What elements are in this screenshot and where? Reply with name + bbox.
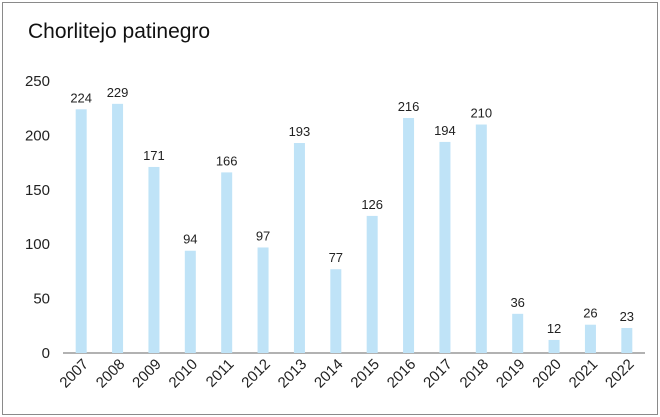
data-label-2020: 12 — [547, 321, 561, 336]
x-tick-label-2020: 2020 — [529, 356, 565, 392]
bar-2009 — [148, 166, 160, 353]
data-label-2017: 194 — [434, 123, 456, 138]
x-tick-label-2008: 2008 — [93, 356, 129, 392]
bars — [75, 103, 633, 354]
y-axis: 0 50 100 150 200 250 — [25, 73, 645, 362]
bar-2014 — [330, 269, 342, 353]
bar-2008 — [112, 103, 124, 354]
x-tick-label-2010: 2010 — [166, 356, 202, 392]
bar-2010 — [184, 250, 196, 353]
data-label-2021: 26 — [583, 306, 597, 321]
data-label-2011: 166 — [216, 153, 238, 168]
bar-2011 — [221, 172, 233, 353]
data-labels: 224 229 171 94 166 97 193 77 126 216 194 210 36 12 26 2… — [70, 85, 634, 336]
data-label-2010: 94 — [183, 232, 197, 247]
data-label-2015: 126 — [361, 197, 383, 212]
y-tick-label: 200 — [25, 127, 50, 144]
bar-2017 — [439, 141, 451, 353]
bar-2012 — [257, 247, 269, 353]
bar-2019 — [512, 313, 524, 353]
x-tick-label-2013: 2013 — [275, 356, 311, 392]
x-axis: 2007 2008 2009 2010 2011 2012 2013 2014 2015 2016… — [56, 356, 637, 392]
data-label-2016: 216 — [398, 99, 420, 114]
x-tick-label-2014: 2014 — [311, 356, 347, 392]
data-label-2007: 224 — [70, 90, 92, 105]
x-tick-label-2022: 2022 — [602, 356, 638, 392]
data-label-2014: 77 — [329, 250, 343, 265]
x-tick-label-2012: 2012 — [238, 356, 274, 392]
x-tick-label-2009: 2009 — [129, 356, 165, 392]
x-tick-label-2017: 2017 — [420, 356, 456, 392]
data-label-2022: 23 — [620, 309, 634, 324]
data-label-2019: 36 — [510, 295, 524, 310]
bar-2007 — [75, 109, 87, 354]
x-tick-label-2015: 2015 — [347, 356, 383, 392]
x-tick-label-2019: 2019 — [493, 356, 529, 392]
data-label-2018: 210 — [470, 106, 492, 121]
bar-2020 — [548, 339, 560, 353]
y-tick-label: 150 — [25, 182, 50, 199]
x-tick-label-2016: 2016 — [384, 356, 420, 392]
x-tick-label-2011: 2011 — [203, 356, 238, 391]
data-label-2009: 171 — [143, 148, 165, 163]
bar-2016 — [403, 117, 415, 353]
bar-2018 — [475, 124, 487, 354]
data-label-2008: 229 — [107, 85, 129, 100]
bar-2022 — [621, 327, 633, 353]
chart-title: Chorlitejo patinegro — [28, 20, 211, 43]
bar-2013 — [293, 143, 305, 353]
y-tick-label: 250 — [25, 73, 50, 90]
y-tick-label: 50 — [33, 291, 50, 308]
data-label-2012: 97 — [256, 228, 270, 243]
y-tick-label: 100 — [25, 236, 50, 253]
data-label-2013: 193 — [289, 124, 311, 139]
bar-2015 — [366, 215, 378, 353]
y-tick-label: 0 — [42, 345, 50, 362]
x-tick-label-2018: 2018 — [457, 356, 493, 392]
bar-2021 — [584, 324, 596, 353]
x-tick-label-2021: 2021 — [566, 356, 602, 392]
x-tick-label-2007: 2007 — [56, 356, 92, 392]
